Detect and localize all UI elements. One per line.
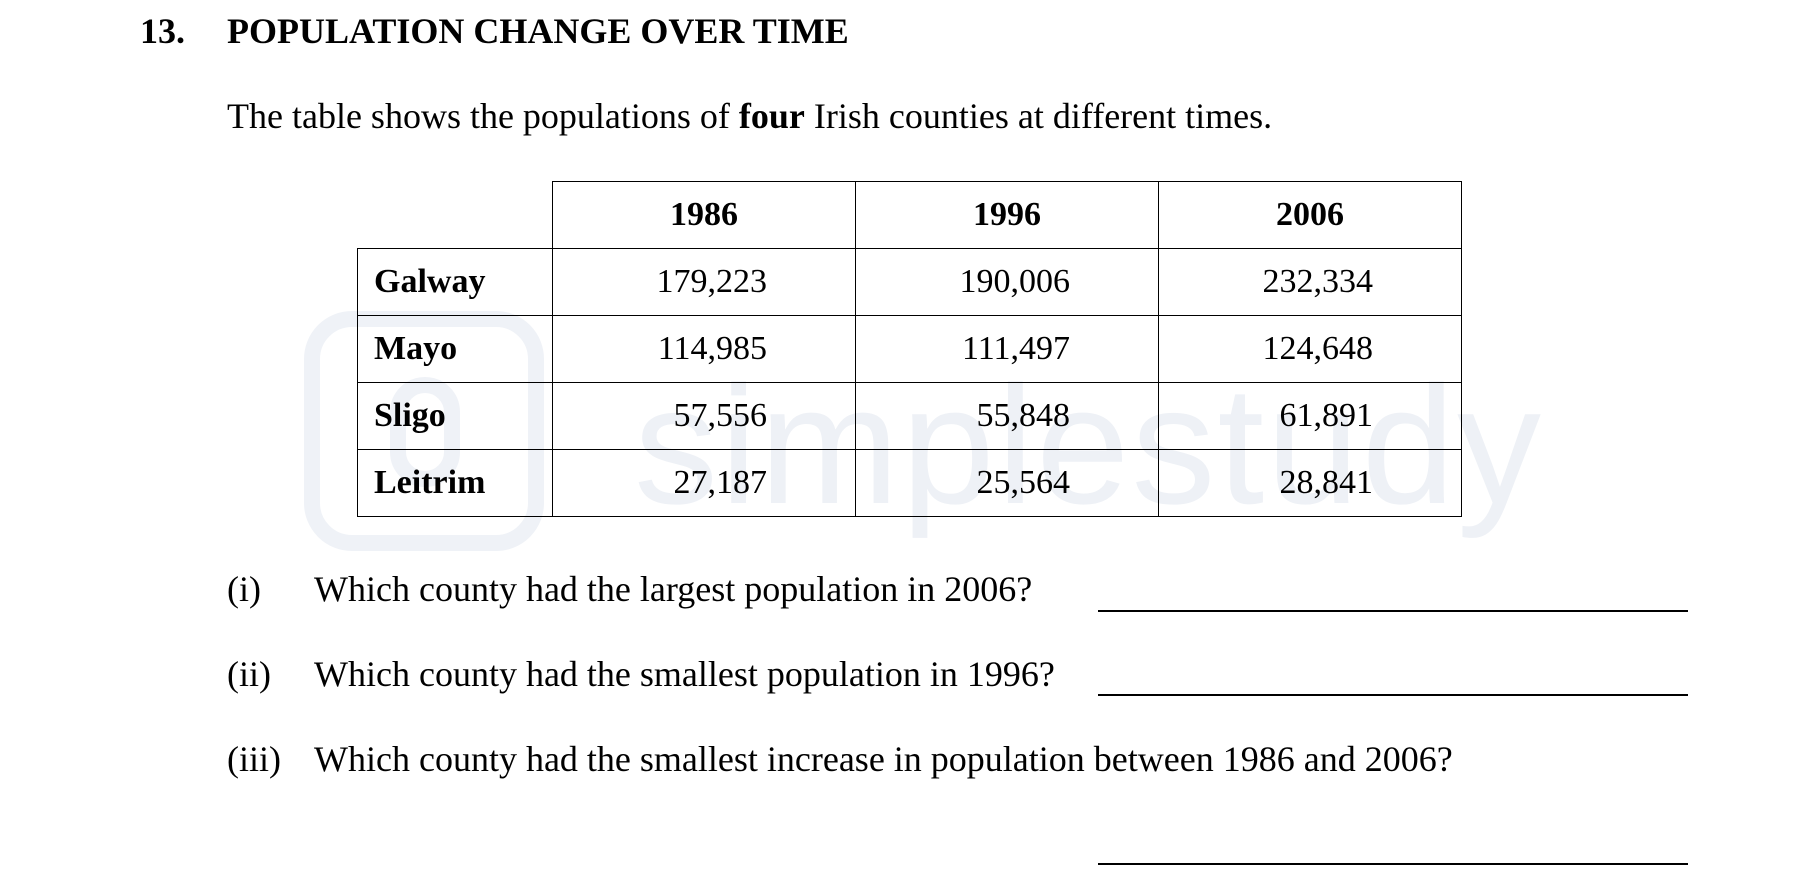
column-header-2006: 2006 (1158, 181, 1462, 249)
table-cell: 27,187 (552, 449, 856, 517)
table-cell: 190,006 (855, 248, 1159, 316)
question-number: 13. (140, 11, 185, 51)
population-table: 1986 1996 2006 Galway 179,223 190,006 23… (357, 181, 1462, 517)
table-row: Leitrim 27,187 25,564 28,841 (357, 449, 1462, 517)
subquestion-label: (iii) (227, 739, 281, 779)
row-label: Mayo (357, 315, 553, 383)
table-cell: 55,848 (855, 382, 1159, 450)
answer-line-iii[interactable] (1098, 863, 1688, 865)
table-cell: 57,556 (552, 382, 856, 450)
answer-line-ii[interactable] (1098, 694, 1688, 696)
answer-line-i[interactable] (1098, 610, 1688, 612)
subquestion-text: Which county had the largest population … (314, 569, 1033, 609)
table-corner (358, 182, 553, 249)
table-cell: 179,223 (552, 248, 856, 316)
table-cell: 114,985 (552, 315, 856, 383)
intro-text: The table shows the populations of four … (227, 95, 1272, 137)
question-title: POPULATION CHANGE OVER TIME (227, 11, 849, 51)
table-row: Mayo 114,985 111,497 124,648 (357, 315, 1462, 383)
table-cell: 232,334 (1158, 248, 1462, 316)
subquestion-text: Which county had the smallest population… (314, 654, 1055, 694)
row-label: Galway (357, 248, 553, 316)
row-label: Leitrim (357, 449, 553, 517)
table-cell: 124,648 (1158, 315, 1462, 383)
table-row: Sligo 57,556 55,848 61,891 (357, 382, 1462, 450)
table-cell: 28,841 (1158, 449, 1462, 517)
intro-text-start: The table shows the populations of (227, 96, 739, 136)
column-header-1996: 1996 (855, 181, 1159, 249)
subquestion-text: Which county had the smallest increase i… (314, 739, 1453, 779)
table-row: Galway 179,223 190,006 232,334 (357, 248, 1462, 316)
row-label: Sligo (357, 382, 553, 450)
intro-text-bold: four (738, 96, 805, 136)
column-header-1986: 1986 (552, 181, 856, 249)
table-header-row: 1986 1996 2006 (358, 181, 1462, 249)
subquestion-label: (ii) (227, 654, 271, 694)
table-cell: 111,497 (855, 315, 1159, 383)
subquestion-label: (i) (227, 569, 261, 609)
intro-text-end: Irish counties at different times. (804, 96, 1273, 136)
table-cell: 61,891 (1158, 382, 1462, 450)
table-cell: 25,564 (855, 449, 1159, 517)
